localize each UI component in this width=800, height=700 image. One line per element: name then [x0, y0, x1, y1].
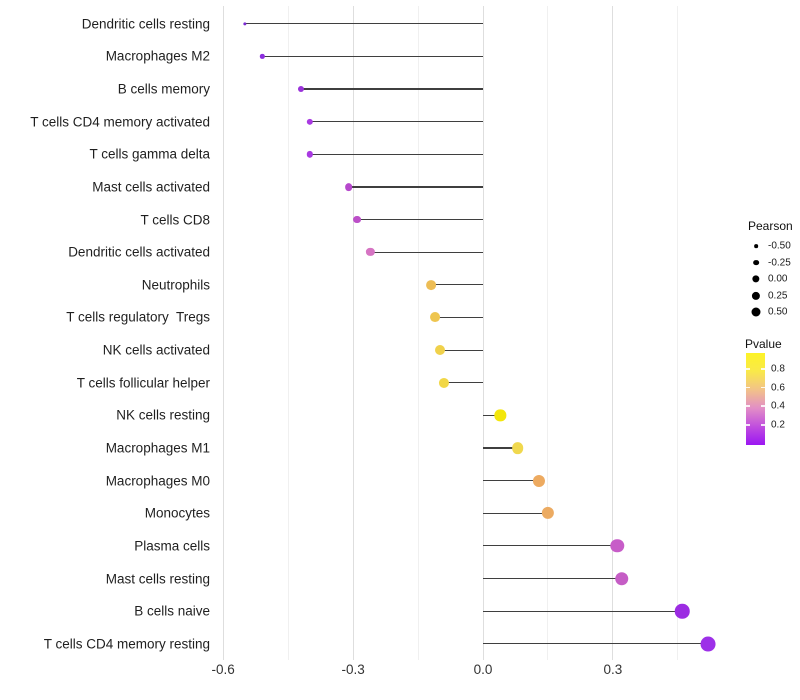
- pvalue-tick-label: 0.2: [771, 419, 785, 431]
- pvalue-tick-label: 0.4: [771, 400, 785, 412]
- lollipop-stem: [431, 284, 483, 286]
- gridline-major: [612, 6, 614, 660]
- data-point: [434, 345, 445, 356]
- y-axis-label: T cells follicular helper: [76, 375, 210, 391]
- gridline-major: [222, 6, 224, 660]
- lollipop-stem: [357, 218, 483, 221]
- data-point: [243, 22, 247, 26]
- lollipop-stem: [435, 316, 483, 319]
- pvalue-tick-notch: [746, 386, 750, 389]
- y-axis-label: Macrophages M2: [105, 48, 210, 64]
- y-axis-label: Dendritic cells resting: [81, 16, 210, 32]
- data-point: [533, 474, 546, 487]
- data-point: [298, 86, 305, 93]
- gridline-minor: [287, 6, 289, 660]
- data-point: [306, 118, 313, 125]
- y-axis-label: Dendritic cells activated: [68, 244, 210, 260]
- lollipop-stem: [309, 121, 483, 123]
- data-point: [344, 183, 353, 191]
- lollipop-stem: [439, 349, 483, 351]
- gridline-minor: [417, 6, 419, 660]
- data-point: [674, 603, 690, 619]
- pvalue-tick-notch: [761, 405, 765, 407]
- y-axis-label: T cells CD8: [140, 212, 210, 228]
- x-axis-tick-label: -0.3: [341, 662, 365, 677]
- gridline-major: [482, 6, 484, 660]
- pvalue-tick-label: 0.8: [771, 363, 785, 375]
- lollipop-stem: [483, 545, 618, 547]
- data-point: [306, 151, 313, 158]
- lollipop-stem: [483, 447, 518, 449]
- x-axis-tick-label: -0.6: [211, 662, 235, 677]
- data-point: [353, 215, 362, 224]
- pvalue-tick-notch: [746, 424, 750, 426]
- lollipop-stem: [483, 414, 501, 416]
- pearson-legend-label: 0.50: [768, 306, 788, 318]
- pearson-legend-dot: [751, 291, 761, 300]
- y-axis-label: Mast cells activated: [92, 179, 210, 195]
- y-axis-label: Neutrophils: [141, 277, 210, 293]
- pearson-legend-label: 0.25: [768, 290, 788, 302]
- y-axis-label: Monocytes: [144, 505, 210, 521]
- y-axis-label: B cells memory: [117, 81, 210, 97]
- pvalue-tick-notch: [761, 424, 765, 426]
- gridline-minor: [677, 6, 679, 660]
- pvalue-tick-notch: [746, 405, 750, 407]
- data-point: [426, 279, 436, 290]
- data-point: [366, 248, 375, 257]
- lollipop-stem: [309, 153, 483, 155]
- lollipop-stem: [444, 382, 483, 384]
- lollipop-stem: [370, 251, 483, 253]
- data-point: [700, 636, 716, 652]
- gridline-minor: [547, 6, 549, 660]
- lollipop-stem: [483, 610, 683, 612]
- pearson-legend-title: Pearson: [748, 219, 793, 233]
- lollipop-stem: [483, 577, 622, 580]
- y-axis-label: Macrophages M0: [105, 473, 210, 489]
- pvalue-tick-label: 0.6: [771, 382, 785, 394]
- pearson-legend-label: 0.00: [768, 273, 788, 285]
- lollipop-stem: [301, 88, 483, 90]
- pearson-legend-label: -0.50: [768, 240, 791, 252]
- y-axis-label: Macrophages M1: [105, 440, 210, 456]
- lollipop-stem: [348, 186, 483, 188]
- data-point: [614, 571, 629, 586]
- data-point: [494, 409, 506, 422]
- y-axis-label: T cells CD4 memory activated: [30, 114, 210, 130]
- y-axis-label: T cells CD4 memory resting: [43, 636, 210, 652]
- pvalue-legend-title: Pvalue: [745, 337, 782, 351]
- pearson-legend-dot: [751, 307, 761, 317]
- lollipop-stem: [244, 23, 483, 25]
- data-point: [430, 312, 441, 323]
- y-axis-label: T cells regulatory Tregs: [66, 309, 210, 325]
- y-axis-label: B cells naive: [134, 603, 210, 619]
- pvalue-tick-notch: [761, 368, 765, 370]
- data-point: [438, 377, 450, 388]
- data-point: [541, 507, 555, 520]
- y-axis-label: NK cells resting: [116, 407, 210, 423]
- pvalue-tick-notch: [746, 368, 750, 370]
- pearson-legend-label: -0.25: [768, 257, 791, 269]
- pvalue-gradient-bar: [746, 353, 765, 445]
- lollipop-stem: [483, 643, 709, 645]
- x-axis-tick-label: 0.0: [473, 662, 493, 677]
- x-axis-tick-label: 0.3: [603, 662, 623, 677]
- lollipop-stem: [483, 512, 548, 514]
- y-axis-label: Plasma cells: [134, 538, 210, 554]
- gridline-major: [352, 6, 354, 660]
- pearson-legend-dot: [753, 259, 759, 266]
- pearson-legend-dot: [754, 244, 758, 248]
- data-point: [259, 54, 265, 59]
- pearson-legend-dot: [752, 275, 760, 283]
- pvalue-tick-notch: [761, 386, 765, 389]
- data-point: [511, 442, 524, 454]
- lollipop-stem: [483, 480, 540, 482]
- lollipop-stem: [262, 55, 483, 58]
- data-point: [610, 539, 624, 553]
- y-axis-label: NK cells activated: [102, 342, 210, 358]
- y-axis-label: T cells gamma delta: [89, 146, 210, 162]
- y-axis-label: Mast cells resting: [105, 571, 210, 586]
